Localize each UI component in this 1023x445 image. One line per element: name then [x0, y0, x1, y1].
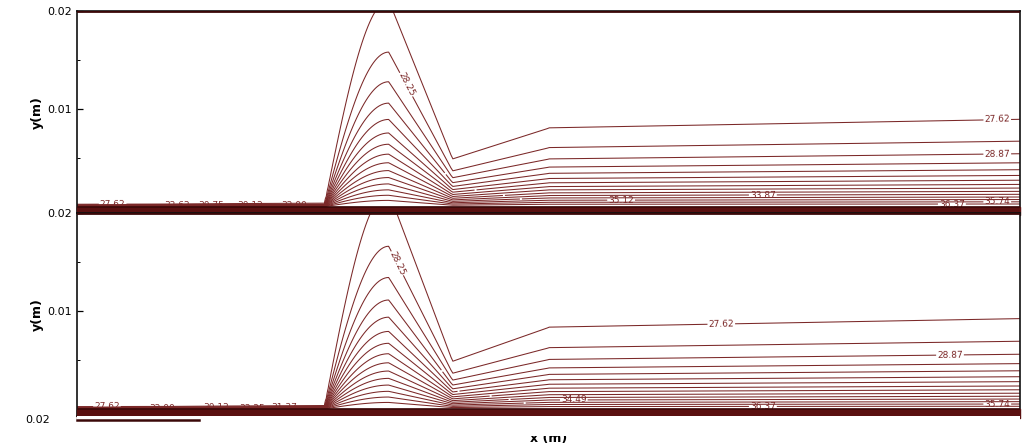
Text: 33.25: 33.25	[239, 404, 265, 413]
Y-axis label: y(m): y(m)	[32, 96, 44, 129]
Text: 36.37: 36.37	[939, 199, 965, 209]
Y-axis label: y(m): y(m)	[32, 298, 44, 331]
Text: 30.12: 30.12	[204, 403, 229, 412]
Text: a): a)	[540, 244, 557, 258]
Text: 0.02: 0.02	[25, 415, 49, 425]
Text: 33.87: 33.87	[750, 190, 775, 199]
Text: 28.25: 28.25	[388, 250, 407, 277]
X-axis label: x (m): x (m)	[530, 432, 567, 445]
Text: 36.37: 36.37	[750, 402, 775, 411]
Text: 30.75: 30.75	[198, 201, 224, 210]
Text: 32.00: 32.00	[281, 201, 307, 210]
Text: 35.74: 35.74	[984, 197, 1010, 206]
Text: 28.87: 28.87	[937, 350, 963, 360]
Text: 35.74: 35.74	[984, 400, 1010, 409]
Text: 32.00: 32.00	[149, 404, 175, 413]
Text: 28.25: 28.25	[396, 71, 416, 98]
Text: 27.62: 27.62	[984, 115, 1010, 125]
Text: 30.12: 30.12	[237, 201, 264, 210]
Text: 35.12: 35.12	[609, 196, 634, 205]
Text: 34.49: 34.49	[561, 396, 586, 405]
Text: 27.62: 27.62	[708, 319, 735, 329]
Text: 31.37: 31.37	[272, 404, 298, 413]
Text: 32.62: 32.62	[164, 201, 189, 210]
Text: 27.62: 27.62	[94, 402, 120, 411]
Text: 28.87: 28.87	[984, 150, 1010, 158]
Text: 27.62: 27.62	[100, 200, 126, 209]
